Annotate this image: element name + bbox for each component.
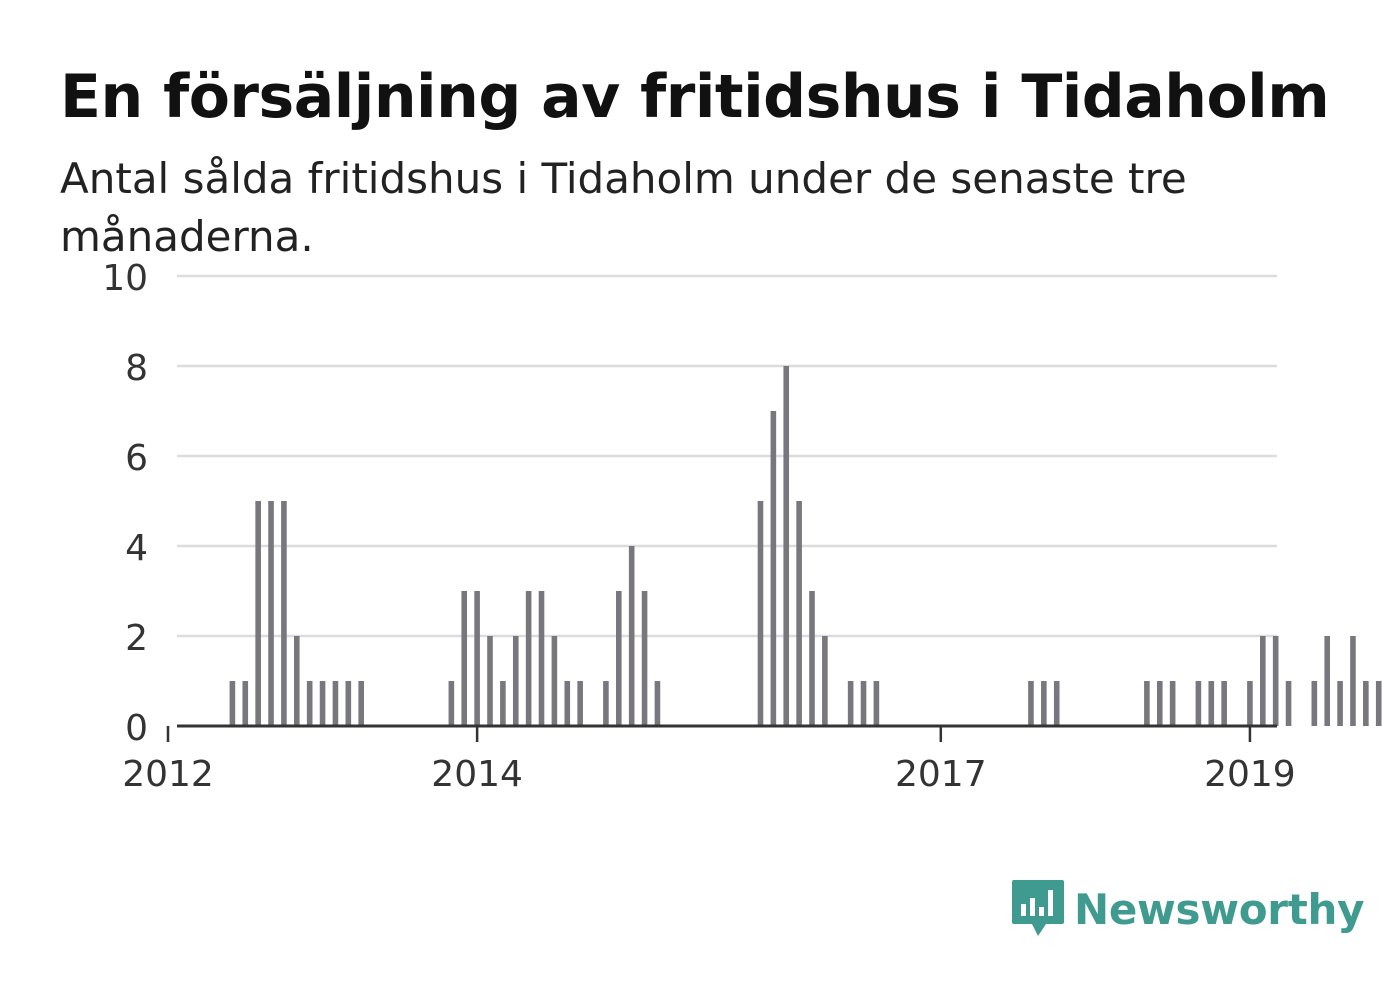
y-tick-label: 6 (125, 438, 148, 479)
bar (319, 681, 326, 726)
bar (847, 681, 854, 726)
bar (1260, 636, 1266, 726)
bar (757, 501, 764, 726)
bar (1311, 681, 1318, 726)
bar (474, 591, 480, 726)
bar (551, 636, 558, 726)
x-tick-label: 2012 (122, 754, 214, 795)
bar (603, 681, 609, 726)
bar (294, 636, 300, 726)
bar (255, 501, 261, 726)
bar (1272, 636, 1279, 726)
bar (461, 591, 468, 726)
bar (281, 501, 287, 726)
bar (1337, 681, 1343, 726)
bar (1041, 681, 1047, 726)
bar (577, 681, 583, 726)
bar (1221, 681, 1227, 726)
bar (1324, 636, 1330, 726)
bar (873, 681, 880, 726)
y-tick-label: 10 (102, 258, 148, 299)
y-tick-label: 4 (125, 528, 148, 569)
bar (1156, 681, 1163, 726)
bar (512, 636, 519, 726)
bar (1144, 681, 1150, 726)
y-tick-label: 8 (125, 348, 148, 389)
brand-name: Newsworthy (1074, 884, 1365, 934)
bar (1375, 681, 1382, 726)
chart-subtitle: Antal sålda fritidshus i Tidaholm under … (60, 154, 1187, 261)
bar (487, 636, 493, 726)
bar (616, 591, 622, 726)
bar (809, 591, 815, 726)
bar (783, 366, 790, 726)
bar (1208, 681, 1215, 726)
x-tick-label: 2017 (895, 754, 987, 795)
bar (242, 681, 249, 726)
bar (654, 681, 661, 726)
bar (1285, 681, 1292, 726)
bar (358, 681, 364, 726)
x-tick-label: 2014 (431, 754, 523, 795)
y-tick-label: 0 (125, 708, 148, 749)
bar (770, 411, 777, 726)
bar (1350, 636, 1356, 726)
y-tick-label: 2 (125, 618, 148, 659)
bar (628, 546, 635, 726)
bar (448, 681, 455, 726)
bar (332, 681, 339, 726)
bar (641, 591, 648, 726)
bar (796, 501, 802, 726)
bar (525, 591, 532, 726)
newsworthy-logo: Newsworthy (1010, 878, 1364, 940)
newsworthy-chart-icon (1012, 880, 1064, 936)
bar (860, 681, 867, 726)
bar (1053, 681, 1060, 726)
chart-title: En försäljning av fritidshus i Tidaholm (60, 62, 1330, 132)
bar (538, 591, 545, 726)
x-tick-label: 2019 (1204, 754, 1296, 795)
bar (1247, 681, 1253, 726)
bar (564, 681, 571, 726)
bar (500, 681, 506, 726)
bar (1195, 681, 1202, 726)
bar (229, 681, 236, 726)
bar (822, 636, 828, 726)
bar (1028, 681, 1034, 726)
bar (306, 681, 313, 726)
bar (1363, 681, 1369, 726)
bar (345, 681, 352, 726)
bar (268, 501, 274, 726)
bar (1169, 681, 1176, 726)
